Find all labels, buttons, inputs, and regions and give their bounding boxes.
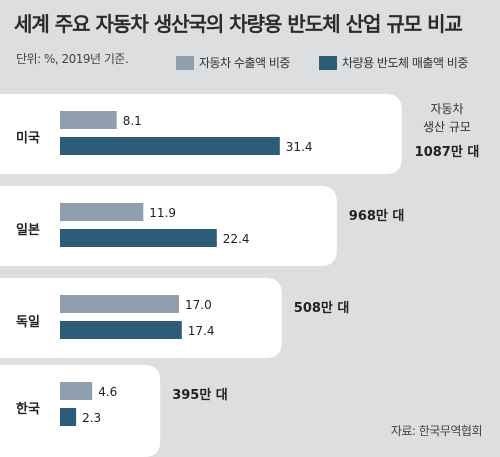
bar-semiconductor-3 [60, 408, 77, 426]
data-label-semiconductor-1: 22.4 [223, 232, 250, 246]
data-label-semiconductor-2: 17.4 [188, 324, 215, 338]
bar-semiconductor-1 [60, 229, 217, 247]
panel-3 [0, 365, 161, 457]
category-label-1: 일본 [16, 223, 40, 238]
legend-swatch-export [176, 55, 194, 70]
production-caption-line-1: 자동차 [430, 102, 463, 116]
unit-note: 단위: %, 2019년 기준. [16, 52, 129, 66]
legend-label-export: 자동차 수출액 비중 [199, 56, 290, 70]
category-label-3: 한국 [16, 401, 40, 417]
production-volume-1: 968만 대 [349, 208, 405, 224]
bar-export-3 [60, 382, 93, 400]
category-label-2: 독일 [16, 315, 40, 330]
data-label-export-1: 11.9 [149, 206, 176, 220]
bar-export-2 [60, 295, 179, 313]
panel-1 [0, 186, 337, 266]
legend-swatch-semiconductor [319, 55, 337, 70]
production-volume-2: 508만 대 [294, 300, 350, 316]
chart-title: 세계 주요 자동차 생산국의 차량용 반도체 산업 규모 비교 [14, 12, 463, 36]
production-volume-0: 1087만 대 [415, 144, 480, 160]
data-label-semiconductor-3: 2.3 [82, 411, 101, 425]
data-label-export-0: 8.1 [123, 114, 142, 128]
data-label-export-3: 4.6 [98, 385, 117, 399]
panel-2 [0, 278, 282, 358]
production-volume-3: 395만 대 [172, 387, 228, 403]
category-label-0: 미국 [16, 130, 40, 146]
data-label-export-2: 17.0 [185, 298, 212, 312]
bar-export-0 [60, 111, 117, 129]
legend-item-semiconductor: 차량용 반도체 매출액 비중 [319, 54, 468, 71]
data-label-semiconductor-0: 31.4 [286, 140, 313, 154]
legend-item-export: 자동차 수출액 비중 [176, 54, 290, 71]
production-caption-line-2: 생산 규모 [423, 120, 471, 134]
panel-0 [0, 94, 402, 174]
bar-semiconductor-0 [60, 137, 280, 155]
legend-label-semiconductor: 차량용 반도체 매출액 비중 [342, 56, 468, 70]
bar-semiconductor-2 [60, 321, 182, 339]
source-note: 자료: 한국무역협회 [390, 424, 483, 438]
bar-export-1 [60, 203, 144, 221]
